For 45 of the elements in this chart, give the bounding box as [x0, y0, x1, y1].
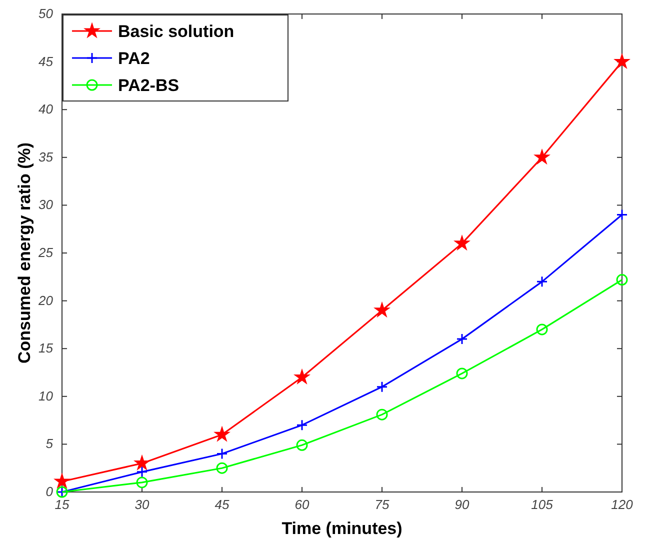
point — [216, 462, 228, 474]
x-tick-label: 105 — [531, 497, 554, 512]
y-tick-label: 15 — [38, 340, 54, 356]
x-tick-label: 45 — [214, 497, 230, 512]
legend-label: PA2 — [118, 49, 150, 68]
point — [454, 236, 470, 250]
point — [54, 474, 70, 488]
y-tick-label: 30 — [38, 197, 54, 212]
y-tick-label: 25 — [38, 245, 54, 260]
point — [296, 439, 308, 451]
legend-label: Basic solution — [118, 22, 234, 41]
point — [214, 426, 230, 442]
point — [614, 54, 630, 68]
y-tick-label: 5 — [46, 436, 54, 452]
point — [376, 381, 388, 393]
point — [374, 302, 390, 317]
y-axis-title: Consumed energy ratio (%) — [15, 142, 34, 364]
point — [136, 466, 148, 478]
point — [616, 209, 628, 221]
x-tick-label: 120 — [611, 497, 634, 512]
y-tick-label: 0 — [46, 484, 54, 499]
y-tick-label: 45 — [38, 54, 54, 69]
point — [536, 324, 548, 336]
point — [456, 333, 468, 345]
point — [136, 476, 148, 488]
point — [534, 150, 550, 164]
y-tick-label: 10 — [38, 388, 54, 404]
legend-label: PA2-BS — [118, 76, 180, 95]
point — [296, 419, 308, 431]
point — [294, 369, 310, 384]
point — [134, 456, 150, 470]
x-axis-title: Time (minutes) — [282, 519, 402, 538]
y-tick-label: 35 — [38, 149, 54, 164]
point — [456, 368, 468, 380]
point — [616, 274, 628, 286]
y-tick-label: 40 — [38, 102, 54, 117]
x-tick-label: 75 — [374, 497, 390, 512]
x-tick-label: 90 — [454, 497, 470, 512]
y-tick-label: 20 — [38, 292, 54, 308]
point — [376, 408, 388, 420]
point — [536, 276, 548, 288]
x-tick-label: 60 — [294, 497, 310, 512]
point — [216, 448, 228, 460]
y-tick-label: 50 — [38, 6, 54, 21]
x-tick-label: 30 — [134, 497, 150, 512]
